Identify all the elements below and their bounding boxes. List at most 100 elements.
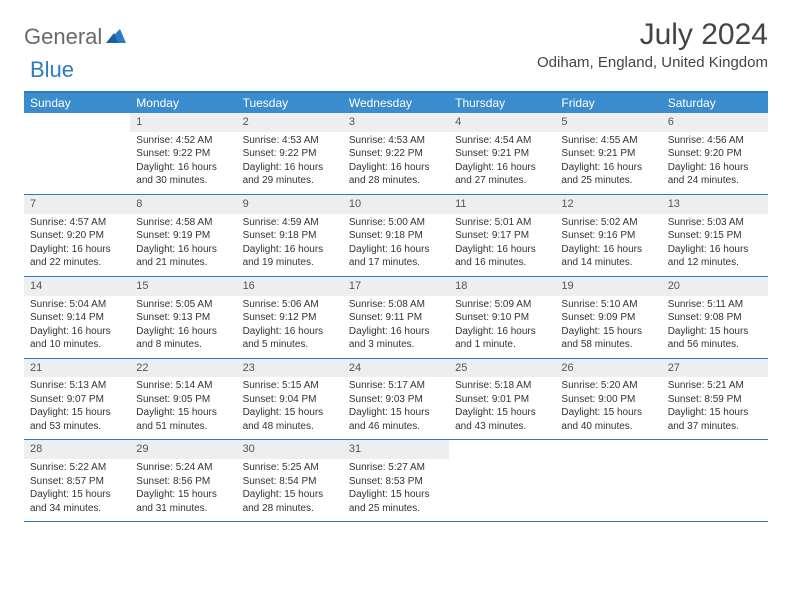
day-cell: 9Sunrise: 4:59 AMSunset: 9:18 PMDaylight…: [237, 195, 343, 276]
sunrise-text: Sunrise: 4:52 AM: [136, 134, 230, 148]
day-content: Sunrise: 5:01 AMSunset: 9:17 PMDaylight:…: [449, 214, 555, 276]
day-cell: 1Sunrise: 4:52 AMSunset: 9:22 PMDaylight…: [130, 113, 236, 194]
sunset-text: Sunset: 9:08 PM: [668, 311, 762, 325]
sunrise-text: Sunrise: 4:57 AM: [30, 216, 124, 230]
sunset-text: Sunset: 9:00 PM: [561, 393, 655, 407]
sunset-text: Sunset: 9:22 PM: [136, 147, 230, 161]
sunset-text: Sunset: 9:01 PM: [455, 393, 549, 407]
day-content: Sunrise: 5:10 AMSunset: 9:09 PMDaylight:…: [555, 296, 661, 358]
sunset-text: Sunset: 9:22 PM: [243, 147, 337, 161]
day-cell: 29Sunrise: 5:24 AMSunset: 8:56 PMDayligh…: [130, 440, 236, 521]
sunrise-text: Sunrise: 5:17 AM: [349, 379, 443, 393]
daylight-text: Daylight: 16 hours and 21 minutes.: [136, 243, 230, 270]
day-content: Sunrise: 5:22 AMSunset: 8:57 PMDaylight:…: [24, 459, 130, 521]
day-cell: 5Sunrise: 4:55 AMSunset: 9:21 PMDaylight…: [555, 113, 661, 194]
sunset-text: Sunset: 9:04 PM: [243, 393, 337, 407]
weekday-header: Wednesday: [343, 93, 449, 113]
empty-day-cell: .: [555, 440, 661, 521]
daylight-text: Daylight: 16 hours and 12 minutes.: [668, 243, 762, 270]
sunset-text: Sunset: 8:56 PM: [136, 475, 230, 489]
weeks-container: . 1Sunrise: 4:52 AMSunset: 9:22 PMDayligh…: [24, 113, 768, 522]
day-cell: 3Sunrise: 4:53 AMSunset: 9:22 PMDaylight…: [343, 113, 449, 194]
daylight-text: Daylight: 16 hours and 27 minutes.: [455, 161, 549, 188]
sunset-text: Sunset: 9:09 PM: [561, 311, 655, 325]
day-number: 7: [24, 195, 130, 214]
day-cell: 6Sunrise: 4:56 AMSunset: 9:20 PMDaylight…: [662, 113, 768, 194]
day-content: Sunrise: 5:08 AMSunset: 9:11 PMDaylight:…: [343, 296, 449, 358]
day-number: 31: [343, 440, 449, 459]
day-content: Sunrise: 5:13 AMSunset: 9:07 PMDaylight:…: [24, 377, 130, 439]
sunset-text: Sunset: 9:14 PM: [30, 311, 124, 325]
daylight-text: Daylight: 15 hours and 48 minutes.: [243, 406, 337, 433]
daylight-text: Daylight: 15 hours and 28 minutes.: [243, 488, 337, 515]
day-content: Sunrise: 4:59 AMSunset: 9:18 PMDaylight:…: [237, 214, 343, 276]
day-number: 12: [555, 195, 661, 214]
weekday-header: Tuesday: [237, 93, 343, 113]
daylight-text: Daylight: 15 hours and 37 minutes.: [668, 406, 762, 433]
daylight-text: Daylight: 15 hours and 58 minutes.: [561, 325, 655, 352]
weekday-header: Monday: [130, 93, 236, 113]
day-cell: 2Sunrise: 4:53 AMSunset: 9:22 PMDaylight…: [237, 113, 343, 194]
day-number: 30: [237, 440, 343, 459]
weekday-header: Saturday: [662, 93, 768, 113]
sunrise-text: Sunrise: 5:05 AM: [136, 298, 230, 312]
daylight-text: Daylight: 16 hours and 25 minutes.: [561, 161, 655, 188]
week-row: .1Sunrise: 4:52 AMSunset: 9:22 PMDayligh…: [24, 113, 768, 195]
day-cell: 17Sunrise: 5:08 AMSunset: 9:11 PMDayligh…: [343, 277, 449, 358]
day-cell: 31Sunrise: 5:27 AMSunset: 8:53 PMDayligh…: [343, 440, 449, 521]
day-content: Sunrise: 5:27 AMSunset: 8:53 PMDaylight:…: [343, 459, 449, 521]
sunset-text: Sunset: 9:20 PM: [30, 229, 124, 243]
daylight-text: Daylight: 16 hours and 8 minutes.: [136, 325, 230, 352]
sunset-text: Sunset: 9:20 PM: [668, 147, 762, 161]
day-number: 13: [662, 195, 768, 214]
day-number: 24: [343, 359, 449, 378]
day-number: 27: [662, 359, 768, 378]
daylight-text: Daylight: 15 hours and 53 minutes.: [30, 406, 124, 433]
day-content: Sunrise: 5:25 AMSunset: 8:54 PMDaylight:…: [237, 459, 343, 521]
daylight-text: Daylight: 16 hours and 10 minutes.: [30, 325, 124, 352]
day-number: 26: [555, 359, 661, 378]
daylight-text: Daylight: 15 hours and 51 minutes.: [136, 406, 230, 433]
day-cell: 21Sunrise: 5:13 AMSunset: 9:07 PMDayligh…: [24, 359, 130, 440]
day-content: Sunrise: 5:15 AMSunset: 9:04 PMDaylight:…: [237, 377, 343, 439]
daylight-text: Daylight: 16 hours and 29 minutes.: [243, 161, 337, 188]
day-number: 14: [24, 277, 130, 296]
day-number: 17: [343, 277, 449, 296]
day-cell: 24Sunrise: 5:17 AMSunset: 9:03 PMDayligh…: [343, 359, 449, 440]
day-number: 22: [130, 359, 236, 378]
day-content: Sunrise: 5:11 AMSunset: 9:08 PMDaylight:…: [662, 296, 768, 358]
sunset-text: Sunset: 8:59 PM: [668, 393, 762, 407]
sunset-text: Sunset: 9:11 PM: [349, 311, 443, 325]
month-title: July 2024: [537, 18, 768, 52]
daylight-text: Daylight: 16 hours and 3 minutes.: [349, 325, 443, 352]
sunrise-text: Sunrise: 5:01 AM: [455, 216, 549, 230]
daylight-text: Daylight: 15 hours and 40 minutes.: [561, 406, 655, 433]
sunrise-text: Sunrise: 4:54 AM: [455, 134, 549, 148]
day-cell: 26Sunrise: 5:20 AMSunset: 9:00 PMDayligh…: [555, 359, 661, 440]
day-number: 23: [237, 359, 343, 378]
sunrise-text: Sunrise: 5:04 AM: [30, 298, 124, 312]
empty-day-cell: .: [662, 440, 768, 521]
day-number: 15: [130, 277, 236, 296]
weekday-header: Sunday: [24, 93, 130, 113]
sunrise-text: Sunrise: 5:20 AM: [561, 379, 655, 393]
day-content: Sunrise: 5:00 AMSunset: 9:18 PMDaylight:…: [343, 214, 449, 276]
sunrise-text: Sunrise: 5:06 AM: [243, 298, 337, 312]
sunrise-text: Sunrise: 4:53 AM: [243, 134, 337, 148]
day-number: 6: [662, 113, 768, 132]
logo-text-blue: Blue: [30, 57, 74, 83]
day-content: Sunrise: 5:18 AMSunset: 9:01 PMDaylight:…: [449, 377, 555, 439]
day-cell: 15Sunrise: 5:05 AMSunset: 9:13 PMDayligh…: [130, 277, 236, 358]
weekday-header: Thursday: [449, 93, 555, 113]
day-cell: 8Sunrise: 4:58 AMSunset: 9:19 PMDaylight…: [130, 195, 236, 276]
day-number: 16: [237, 277, 343, 296]
day-cell: 10Sunrise: 5:00 AMSunset: 9:18 PMDayligh…: [343, 195, 449, 276]
daylight-text: Daylight: 16 hours and 1 minute.: [455, 325, 549, 352]
sunrise-text: Sunrise: 5:25 AM: [243, 461, 337, 475]
day-number: 9: [237, 195, 343, 214]
daylight-text: Daylight: 16 hours and 14 minutes.: [561, 243, 655, 270]
day-number: 19: [555, 277, 661, 296]
daylight-text: Daylight: 15 hours and 34 minutes.: [30, 488, 124, 515]
day-content: Sunrise: 5:05 AMSunset: 9:13 PMDaylight:…: [130, 296, 236, 358]
logo-triangle-icon: [106, 27, 126, 48]
